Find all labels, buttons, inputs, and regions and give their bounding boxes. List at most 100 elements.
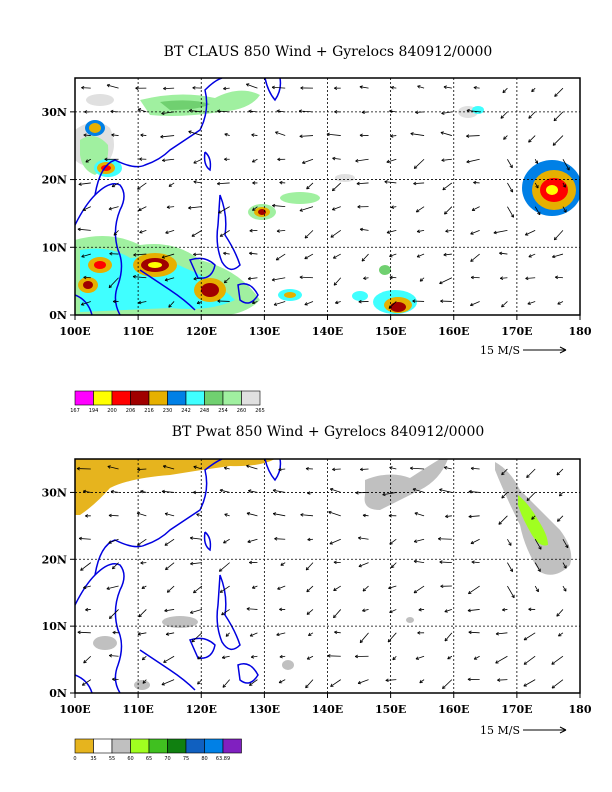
wind-arrow bbox=[562, 562, 567, 569]
wind-arrow-head bbox=[217, 183, 221, 186]
wind-arrow-head bbox=[104, 158, 108, 162]
wind-arrow-head bbox=[218, 568, 221, 572]
wind-arrow bbox=[333, 253, 341, 259]
wind-arrow bbox=[362, 514, 369, 517]
wind-arrow-head bbox=[495, 660, 498, 664]
wind-arrow-head bbox=[557, 520, 561, 522]
wind-vectors bbox=[77, 83, 570, 309]
wind-arrow-head bbox=[409, 466, 414, 469]
wind-arrow-head bbox=[444, 639, 448, 642]
wind-arrow-head bbox=[332, 189, 336, 192]
wind-arrow bbox=[138, 301, 147, 304]
wind-arrow-head bbox=[328, 510, 332, 513]
wind-arrow-head bbox=[501, 473, 505, 476]
wind-arrow-head bbox=[361, 258, 364, 262]
wind-arrow bbox=[442, 679, 453, 689]
wind-arrow-head bbox=[551, 685, 554, 689]
wind-arrow-head bbox=[417, 85, 421, 87]
wind-arrow bbox=[528, 135, 536, 143]
wind-arrow-head bbox=[106, 586, 110, 590]
wind-arrow-head bbox=[445, 514, 449, 517]
wind-arrow bbox=[137, 538, 147, 546]
wind-arrow-head bbox=[247, 541, 251, 544]
wind-arrow bbox=[279, 655, 286, 658]
wind-arrow bbox=[523, 655, 536, 665]
wind-arrow bbox=[191, 230, 203, 237]
wind-arrow-head bbox=[273, 512, 277, 514]
wind-arrow bbox=[188, 206, 202, 209]
wind-arrow-head bbox=[197, 656, 200, 660]
wind-arrow-head bbox=[108, 513, 112, 516]
wind-arrow-head bbox=[81, 256, 85, 258]
wind-arrow-head bbox=[304, 236, 309, 239]
wind-arrow-head bbox=[246, 464, 250, 466]
wind-arrow-head bbox=[299, 276, 303, 280]
wind-arrow-head bbox=[565, 545, 569, 549]
wind-arrow-head bbox=[439, 280, 442, 284]
x-axis-ticks: 100E 110E 120E 130E 140E 150E 160E 170E 180 bbox=[59, 693, 592, 716]
wind-arrow-head bbox=[415, 209, 418, 213]
wind-arrow-head bbox=[419, 278, 422, 282]
wind-arrow bbox=[414, 512, 425, 517]
wind-arrow-head bbox=[164, 280, 169, 282]
wind-arrow-head bbox=[109, 653, 113, 656]
wind-arrow bbox=[562, 585, 567, 592]
wind-arrow-head bbox=[511, 595, 515, 599]
wind-arrow-head bbox=[164, 513, 168, 516]
wind-arrow-head bbox=[84, 110, 88, 113]
wind-arrow-head bbox=[358, 563, 362, 567]
wind-arrow bbox=[306, 182, 314, 190]
wind-arrow-head bbox=[445, 229, 449, 232]
wind-arrow bbox=[140, 134, 147, 136]
wind-arrow-head bbox=[161, 111, 165, 114]
wind-arrow-head bbox=[413, 559, 417, 562]
wind-arrow-head bbox=[299, 136, 303, 139]
wind-arrow-head bbox=[498, 521, 501, 525]
wind-arrow-head bbox=[388, 587, 392, 590]
wind-arrow-head bbox=[246, 83, 249, 87]
wind-arrow bbox=[221, 609, 230, 616]
wind-arrow-head bbox=[502, 609, 506, 612]
wind-arrow-head bbox=[162, 158, 165, 161]
wind-arrow-head bbox=[193, 276, 197, 280]
wind-arrow-head bbox=[503, 136, 505, 140]
wind-arrow-head bbox=[300, 514, 304, 517]
wind-arrow bbox=[246, 465, 258, 470]
wind-arrow bbox=[251, 655, 258, 658]
wind-arrow-head bbox=[280, 562, 283, 566]
wind-arrow-head bbox=[360, 641, 364, 644]
wind-arrow-head bbox=[112, 632, 116, 635]
wind-arrow-head bbox=[327, 654, 331, 657]
wind-arrow-head bbox=[416, 231, 421, 233]
wind-arrow bbox=[218, 206, 230, 214]
wind-arrow-head bbox=[414, 541, 418, 543]
wind-arrow-head bbox=[392, 658, 396, 661]
wind-arrow-head bbox=[197, 681, 199, 685]
wind-arrow bbox=[418, 609, 425, 611]
wind-arrow bbox=[217, 182, 230, 185]
wind-arrow bbox=[382, 492, 397, 496]
wind-arrow-head bbox=[390, 134, 394, 137]
wind-arrow-head bbox=[334, 630, 338, 633]
wind-arrow-head bbox=[161, 682, 165, 685]
wind-arrow-head bbox=[466, 159, 470, 163]
wind-arrow-head bbox=[76, 468, 80, 471]
wind-arrow-head bbox=[251, 134, 255, 137]
wind-arrow bbox=[190, 609, 202, 614]
wind-arrow bbox=[164, 538, 175, 546]
wind-arrow-head bbox=[216, 110, 220, 113]
wind-arrow bbox=[163, 465, 175, 470]
wind-arrow bbox=[163, 655, 175, 663]
wind-arrow-head bbox=[335, 302, 339, 305]
wind-arrow bbox=[471, 206, 480, 211]
legend-label: 167 bbox=[70, 408, 80, 414]
wind-arrow-head bbox=[357, 206, 361, 209]
wind-arrow bbox=[249, 229, 258, 232]
wind-arrow-head bbox=[219, 488, 223, 491]
wind-arrow bbox=[410, 467, 425, 470]
wind-arrow-head bbox=[137, 469, 141, 472]
wind-arrow bbox=[83, 490, 91, 493]
wind-arrow-head bbox=[168, 305, 172, 308]
wind-arrow bbox=[219, 489, 230, 493]
wind-arrow-head bbox=[390, 205, 394, 208]
